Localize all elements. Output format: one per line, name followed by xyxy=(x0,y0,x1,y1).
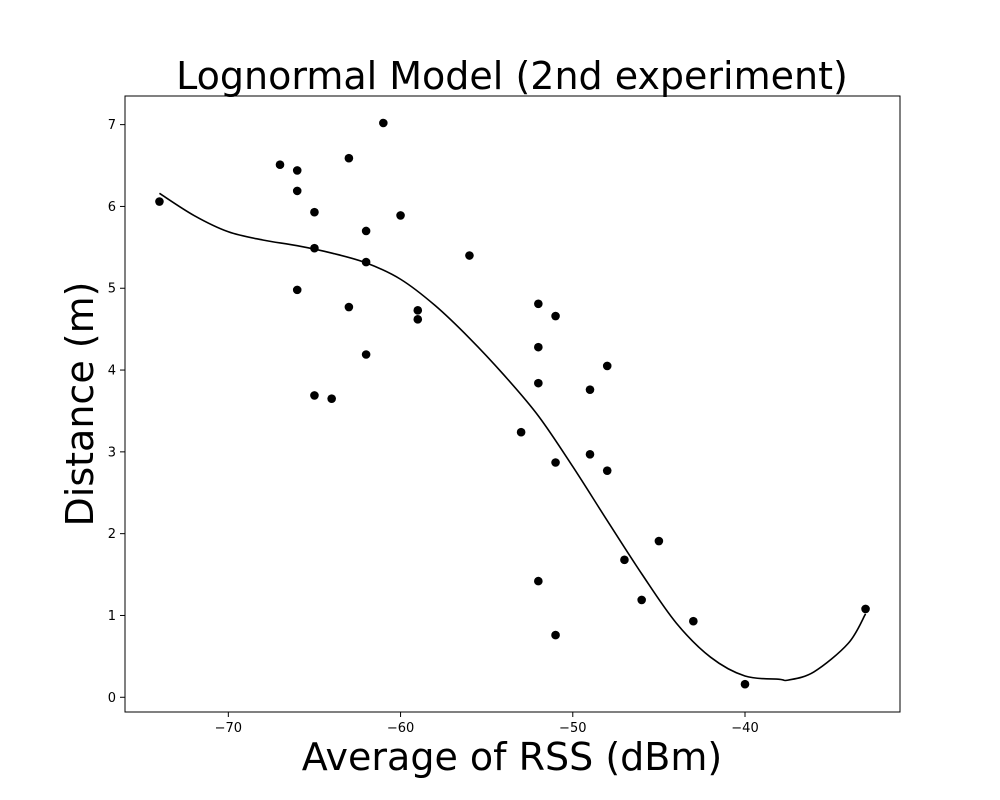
data-point xyxy=(292,285,302,295)
x-axis: −70 −60 −50 −40 xyxy=(215,712,759,736)
data-point xyxy=(620,555,629,565)
data-point xyxy=(465,251,474,260)
data-point xyxy=(654,536,664,546)
y-tick-label: 5 xyxy=(108,282,116,297)
data-point xyxy=(292,186,302,196)
data-point xyxy=(534,576,543,586)
data-point xyxy=(602,361,612,371)
data-point xyxy=(413,315,423,324)
x-tick-label: −70 xyxy=(215,721,242,736)
y-axis-label: Distance (m) xyxy=(58,282,102,527)
data-point xyxy=(344,302,354,312)
data-point xyxy=(361,257,371,267)
plot-area xyxy=(155,118,870,689)
y-tick-label: 6 xyxy=(108,200,116,215)
y-tick-label: 1 xyxy=(108,609,116,624)
data-point xyxy=(361,350,371,359)
data-point xyxy=(310,243,319,253)
y-tick-label: 0 xyxy=(108,691,116,706)
data-point xyxy=(602,466,612,475)
data-point xyxy=(275,160,285,170)
data-point xyxy=(379,118,388,128)
y-tick-label: 4 xyxy=(108,364,116,379)
data-point xyxy=(413,306,423,315)
data-point xyxy=(740,679,750,689)
x-tick-label: −40 xyxy=(731,721,758,736)
y-axis: 0 1 2 3 4 5 6 7 xyxy=(108,118,125,706)
data-point xyxy=(534,378,543,388)
plot-frame xyxy=(124,95,901,713)
x-tick-label: −50 xyxy=(559,721,586,736)
x-tick-label: −60 xyxy=(387,721,414,736)
data-point xyxy=(585,385,595,394)
data-point xyxy=(637,595,646,605)
y-tick-label: 2 xyxy=(108,527,116,542)
data-point xyxy=(310,391,319,400)
x-axis-label: Average of RSS (dBm) xyxy=(302,735,722,779)
data-point xyxy=(516,427,526,437)
data-point xyxy=(327,394,336,403)
chart-title: Lognormal Model (2nd experiment) xyxy=(176,54,848,98)
data-point xyxy=(551,458,560,467)
data-point xyxy=(534,299,543,309)
data-point xyxy=(396,211,405,220)
data-point xyxy=(585,450,595,459)
data-point xyxy=(344,153,354,163)
data-point xyxy=(689,616,698,626)
data-point xyxy=(534,342,543,352)
y-tick-label: 3 xyxy=(108,445,116,460)
data-point xyxy=(551,630,560,640)
data-point xyxy=(155,197,164,206)
data-point xyxy=(292,166,302,175)
data-point xyxy=(310,207,319,217)
data-point xyxy=(551,311,560,321)
fit-curve xyxy=(159,192,867,682)
data-point xyxy=(861,604,870,614)
data-point xyxy=(361,226,371,236)
y-tick-label: 7 xyxy=(108,118,116,133)
